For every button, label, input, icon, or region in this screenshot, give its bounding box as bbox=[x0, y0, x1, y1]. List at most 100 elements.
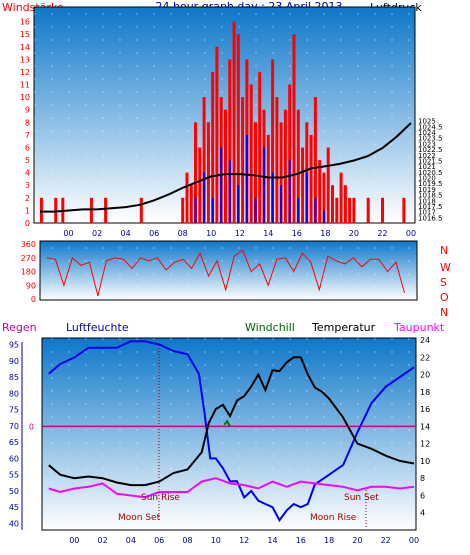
legend-luftfeuchte: Luftfeuchte bbox=[66, 321, 129, 334]
climate-plot: 0404550556065707580859095468101214161820… bbox=[9, 336, 430, 545]
direction-line bbox=[46, 249, 405, 297]
temperature-tick-label: 6 bbox=[420, 492, 425, 501]
direction-panel bbox=[39, 240, 418, 301]
climate-x-tick-label: 06 bbox=[154, 536, 164, 545]
wind-tick-label: 13 bbox=[20, 55, 30, 64]
pressure-tick-label: 1021.5 bbox=[418, 158, 443, 166]
windchill-line bbox=[223, 419, 231, 427]
wind-tick-label: 0 bbox=[25, 219, 30, 228]
wind-bar bbox=[352, 197, 356, 223]
wind-x-tick-label: 06 bbox=[149, 229, 159, 238]
gust-bar bbox=[323, 210, 325, 223]
wind-x-tick-label: 18 bbox=[320, 229, 330, 238]
humidity-tick-label: 80 bbox=[9, 389, 19, 398]
wind-bar bbox=[224, 109, 227, 223]
humidity-tick-label: 45 bbox=[9, 503, 19, 512]
pressure-tick-label: 1017.5 bbox=[418, 203, 443, 211]
pressure-tick-label: 1024 bbox=[418, 129, 436, 137]
wind-x-tick-label: 10 bbox=[206, 229, 216, 238]
wind-bar bbox=[331, 185, 334, 223]
pressure-tick-label: 1024.5 bbox=[418, 123, 443, 131]
gust-bar bbox=[271, 172, 274, 223]
wind-x-tick-label: 08 bbox=[178, 229, 188, 238]
wind-bar bbox=[266, 134, 270, 223]
compass-s: S bbox=[440, 276, 447, 289]
dewpoint-line bbox=[48, 477, 415, 499]
wind-x-tick-label: 16 bbox=[292, 229, 302, 238]
direction-tick-label: 270 bbox=[21, 254, 36, 263]
temperature-tick-label: 10 bbox=[420, 457, 430, 466]
wind-bar bbox=[104, 197, 108, 223]
compass-w: W bbox=[440, 261, 451, 274]
wind-tick-label: 5 bbox=[25, 156, 30, 165]
pressure-tick-label: 1021 bbox=[418, 163, 436, 171]
pressure-line bbox=[40, 122, 412, 213]
gust-bar bbox=[288, 160, 291, 223]
wind-tick-label: 10 bbox=[20, 93, 30, 102]
wind-x-tick-label: 00 bbox=[63, 229, 73, 238]
wind-bar bbox=[189, 185, 193, 223]
humidity-tick-label: 85 bbox=[9, 373, 19, 382]
pressure-tick-label: 1020 bbox=[418, 175, 436, 183]
temperature-tick-label: 14 bbox=[420, 422, 430, 431]
climate-legend: Regen Luftfeuchte Windchill Temperatur T… bbox=[2, 321, 445, 334]
gust-bar bbox=[203, 172, 206, 223]
humidity-tick-label: 50 bbox=[9, 487, 19, 496]
wind-bar bbox=[292, 34, 296, 224]
pressure-tick-label: 1018 bbox=[418, 197, 436, 205]
wind-tick-label: 7 bbox=[25, 131, 30, 140]
wind-bar bbox=[275, 97, 279, 223]
legend-regen: Regen bbox=[2, 321, 37, 334]
direction-tick-label: 180 bbox=[21, 268, 36, 277]
gust-bar bbox=[314, 197, 317, 223]
compass-n-bottom: N bbox=[440, 306, 448, 319]
humidity-tick-label: 60 bbox=[9, 454, 19, 463]
wind-bar bbox=[258, 71, 262, 224]
pressure-tick-label: 1022 bbox=[418, 152, 436, 160]
wind-x-tick-label: 02 bbox=[92, 229, 102, 238]
pressure-tick-label: 1023.5 bbox=[418, 135, 443, 143]
wind-bar bbox=[232, 21, 236, 223]
wind-tick-label: 11 bbox=[20, 81, 30, 90]
wind-bar bbox=[236, 34, 240, 224]
wind-tick-label: 12 bbox=[20, 68, 30, 77]
wind-bar bbox=[288, 84, 292, 223]
climate-x-tick-label: 00 bbox=[409, 536, 419, 545]
gust-bar bbox=[228, 160, 231, 223]
wind-bar bbox=[254, 122, 257, 223]
wind-bar bbox=[39, 197, 43, 223]
gust-bar bbox=[194, 197, 197, 223]
wind-tick-label: 9 bbox=[25, 106, 30, 115]
astronomy-events: Sun Rise Sun Set Moon Set Moon Rise bbox=[118, 345, 379, 528]
pressure-tick-label: 1023 bbox=[418, 140, 436, 148]
pressure-tick-label: 1018.5 bbox=[418, 192, 443, 200]
wind-tick-label: 6 bbox=[25, 144, 30, 153]
climate-x-tick-label: 16 bbox=[296, 536, 306, 545]
wind-tick-label: 1 bbox=[25, 206, 30, 215]
gust-bar bbox=[211, 197, 214, 223]
wind-tick-label: 8 bbox=[25, 118, 30, 127]
pressure-tick-label: 1019.5 bbox=[418, 180, 443, 188]
temperature-tick-label: 24 bbox=[420, 336, 430, 345]
climate-x-tick-label: 10 bbox=[211, 536, 221, 545]
wind-bar bbox=[185, 172, 189, 223]
wind-bar bbox=[296, 109, 300, 223]
wind-tick-label: 15 bbox=[20, 30, 30, 39]
temperature-tick-label: 18 bbox=[420, 388, 430, 397]
humidity-tick-label: 65 bbox=[9, 438, 19, 447]
wind-plot: 0123456789101112131415161016.510171017.5… bbox=[20, 18, 443, 238]
humidity-tick-label: 90 bbox=[9, 357, 19, 366]
wind-bar bbox=[206, 122, 210, 223]
wind-tick-label: 4 bbox=[25, 169, 30, 178]
gust-bar bbox=[237, 185, 240, 223]
wind-bar bbox=[309, 134, 313, 223]
wind-bar bbox=[202, 97, 206, 223]
direction-plot: 0 90 180 270 360 bbox=[21, 240, 405, 304]
sun-rise-label: Sun Rise bbox=[141, 493, 180, 503]
climate-x-tick-label: 14 bbox=[267, 536, 277, 545]
legend-taupunkt: Taupunkt bbox=[393, 321, 445, 334]
wind-tick-label: 3 bbox=[25, 181, 30, 190]
wind-bar bbox=[198, 147, 202, 223]
wind-bar bbox=[249, 84, 253, 223]
